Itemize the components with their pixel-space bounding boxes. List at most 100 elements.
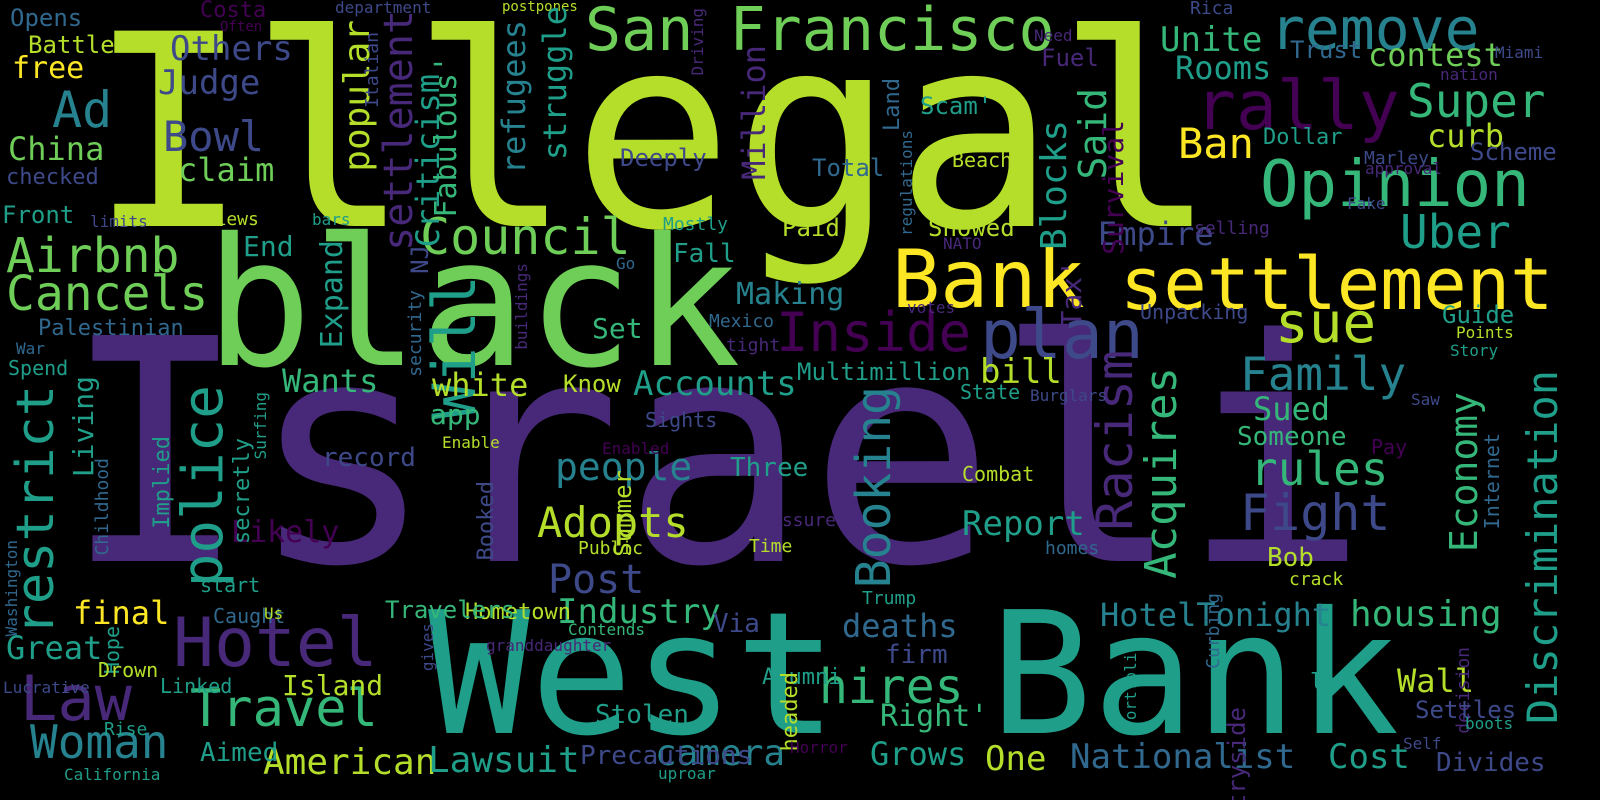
word-mostly: Mostly [663,216,728,234]
word-fabulous: Fabulous' [432,55,462,218]
word-council: Council [420,212,631,262]
word-childhood: Childhood [94,458,112,556]
word-refugees: refugees [498,20,530,174]
word-police: police [176,385,232,587]
word-deeply: Deeply [620,146,707,170]
word-island: Island [282,672,383,700]
word-stolen: Stolen [595,702,689,728]
word-nation: nation [1440,67,1498,83]
word-ban: Ban [1178,123,1254,165]
word-economy: Economy [1445,392,1483,552]
word-housing: housing [1350,597,1502,633]
word-boots: boots [1465,716,1513,732]
word-know: Know [563,372,621,396]
word-lucrative: Lucrative [3,680,90,696]
word-burglars: Burglars [1030,388,1107,404]
word-million: Million [738,45,770,180]
word-front: Front [2,203,74,227]
word-horror: Horror [790,740,848,756]
word-often: Often [220,20,262,34]
word-limits: limits [90,214,148,230]
word-woman: Woman [30,719,168,765]
word-beach: Beach [952,150,1012,170]
word-curbing: Curbing [1205,593,1223,669]
word-divides: Divides [1436,750,1546,776]
word-wants: Wants [282,365,378,397]
word-homes: homes [1045,540,1099,558]
word-washington: Washington [4,540,20,636]
word-multimillion: Multimillion [797,360,970,384]
word-countryside: Countryside [1225,707,1249,800]
word-report: Report [962,507,1085,541]
word-checked: checked [6,167,99,189]
word-linked: Linked [160,676,232,696]
word-pay: Pay [1371,437,1407,457]
word-time: Time [749,538,792,556]
word-grows: Grows [870,738,966,770]
word-driving: Driving [690,8,706,75]
word-three: Three [730,455,808,481]
word-security: security [407,290,425,377]
word-total: Total [812,156,884,180]
word-dollar: Dollar [1263,127,1342,149]
word-selling: selling [1194,220,1270,238]
word-italian: Italian [364,32,382,108]
word-bars: bars [312,212,351,228]
word-enabled: Enabled [602,441,669,457]
word-discrimination: Discrimination [1522,370,1564,724]
word-struggle: struggle [539,6,571,160]
word-others: Others [170,32,293,66]
word-miami: Miami [1495,45,1543,61]
word-free: free [12,54,84,84]
word-land: Land [882,78,904,131]
word-combat: Combat [962,464,1034,484]
word-aimed: Aimed [200,740,278,766]
word-fall: Fall [673,241,736,267]
word-american: American [263,745,436,781]
word-making: Making [736,280,844,310]
word-enable: Enable [442,435,500,451]
word-san-francisco: San Francisco [585,0,1055,60]
word-right: Right' [880,702,988,732]
word-internet: Internet [1482,433,1502,529]
word-sued: Sued [1253,393,1330,425]
word-final: final [73,597,169,629]
word-rise: Rise [104,721,147,739]
word-trump: Trump [862,590,916,608]
word-self: Self [1403,736,1442,752]
word-scheme: Scheme [1470,140,1557,164]
word-story: Story [1450,343,1498,359]
word-approval: approval [1365,161,1442,177]
word-crack: crack [1289,571,1343,589]
word-via: Via [713,611,760,637]
word-assures: assures [771,512,847,530]
word-rules: rules [1250,446,1388,492]
word-expand: Expand [318,240,348,348]
word-start: start [200,575,260,595]
word-war: War [16,341,45,357]
word-california: California [64,767,160,783]
word-implied: Implied [152,436,174,529]
word-votes: votes [907,300,955,316]
word-one: One [985,742,1046,776]
word-great: Great [6,632,102,664]
word-accounts: Accounts [633,367,797,401]
word-cost: Cost [1328,740,1410,774]
word-sights: Sights [645,410,717,430]
word-drown: Drown [98,660,158,680]
word-china: China [8,133,104,165]
word-scam: Scam' [920,94,992,118]
word-unpacking: Unpacking [1140,302,1248,322]
word-portfolio: Portfolio [1123,643,1139,730]
word-racism: Racism [1090,350,1140,531]
word-set: Set [592,315,643,343]
word-regulations: regulations [899,130,915,236]
word-travelers: Travelers [385,598,515,622]
word-spend: Spend [8,358,68,378]
word-department: department [335,0,431,16]
word-granddaughter: granddaughter [486,638,611,654]
word-deaths: deaths [842,610,958,642]
word-someone: Someone [1237,424,1347,450]
word-us: Us [264,606,283,622]
